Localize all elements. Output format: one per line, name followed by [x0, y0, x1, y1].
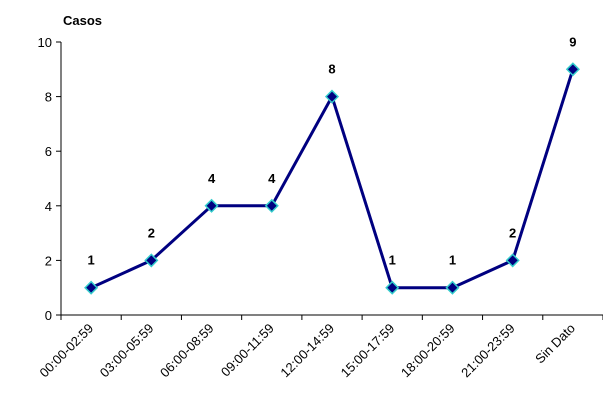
data-label: 2	[148, 225, 155, 240]
data-point-marker	[204, 198, 219, 213]
data-label: 1	[449, 253, 456, 268]
data-point-marker	[264, 198, 279, 213]
x-tick-label: 21:00-23:59	[458, 321, 518, 381]
data-point-marker	[144, 253, 159, 268]
data-label: 2	[509, 225, 516, 240]
data-point-marker	[445, 280, 460, 295]
y-axis-label: Casos	[63, 13, 102, 28]
x-tick-label: 00:00-02:59	[37, 321, 97, 381]
x-tick-label: 18:00-20:59	[398, 321, 458, 381]
data-label: 8	[328, 62, 335, 77]
x-tick-label: Sin Dato	[532, 321, 578, 367]
data-label: 9	[569, 34, 576, 49]
x-tick-label: 03:00-05:59	[97, 321, 157, 381]
data-label: 1	[389, 253, 396, 268]
x-axis-ticks: 00:00-02:59 03:00-05:59 06:00-08:59 09:00-1…	[37, 315, 603, 380]
data-label: 1	[87, 253, 94, 268]
y-tick-label: 10	[38, 35, 52, 50]
y-tick-label: 0	[45, 308, 52, 323]
data-point-marker	[385, 280, 400, 295]
data-labels: 1 2 4 4 8 1 1 2 9	[87, 34, 576, 267]
x-tick-label: 06:00-08:59	[157, 321, 217, 381]
data-point-marker	[505, 253, 520, 268]
y-tick-label: 4	[45, 199, 52, 214]
data-point-marker	[324, 89, 340, 104]
x-tick-label: 15:00-17:59	[338, 321, 398, 381]
data-label: 4	[268, 171, 276, 186]
x-tick-label: 12:00-14:59	[277, 321, 337, 381]
series-line	[84, 62, 580, 295]
y-tick-label: 8	[45, 90, 52, 105]
data-point-marker	[565, 62, 580, 77]
axes	[60, 42, 603, 316]
y-tick-label: 2	[45, 253, 52, 268]
y-tick-label: 6	[45, 144, 52, 159]
data-point-marker	[84, 280, 99, 295]
data-label: 4	[208, 171, 216, 186]
y-axis-ticks: 0 2 4 6 8 10	[38, 35, 61, 323]
x-tick-label: 09:00-11:59	[218, 321, 277, 380]
